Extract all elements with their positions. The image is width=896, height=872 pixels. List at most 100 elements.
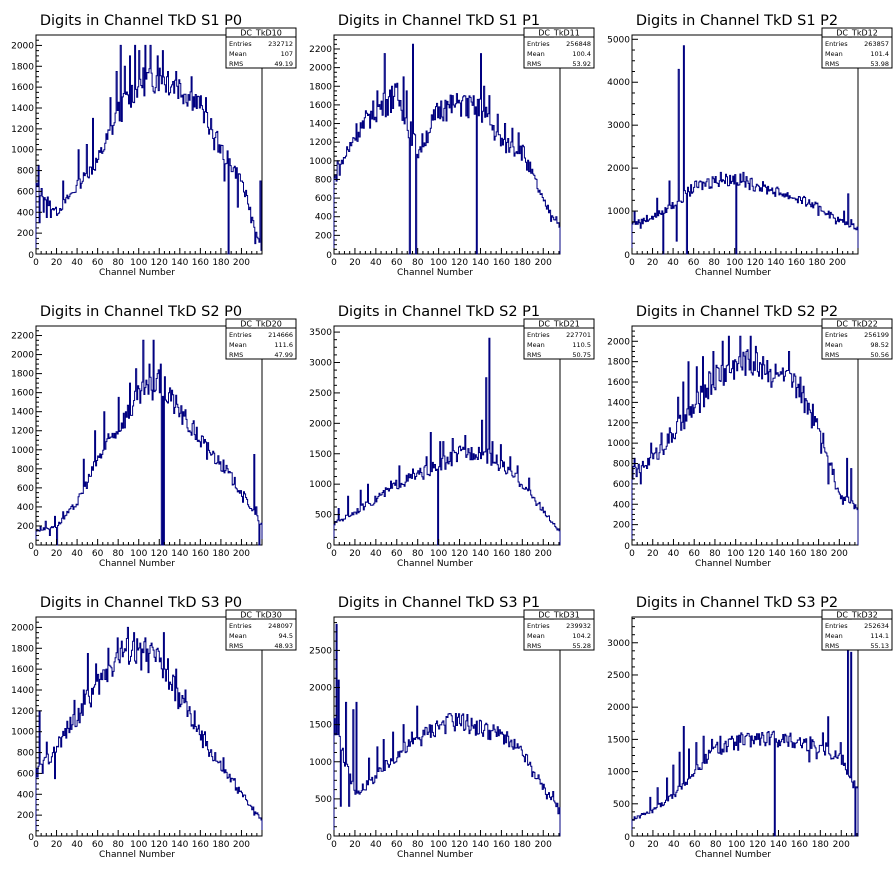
stats-label-entries: Entries (825, 622, 848, 630)
x-tick-label: 40 (71, 258, 83, 268)
x-tick-label: 100 (430, 549, 447, 559)
stats-value-entries: 263857 (864, 40, 889, 48)
stats-label-mean: Mean (527, 632, 545, 640)
x-tick-label: 160 (788, 258, 805, 268)
x-tick-label: 200 (233, 549, 250, 559)
y-tick-label: 1600 (11, 83, 34, 93)
x-tick-label: 120 (748, 549, 765, 559)
y-tick-label: 1000 (11, 146, 34, 156)
stats-value-rms: 50.56 (870, 351, 889, 359)
y-tick-label: 400 (17, 503, 34, 513)
x-tick-label: 200 (829, 258, 846, 268)
stats-label-rms: RMS (527, 642, 541, 650)
x-tick-label: 100 (130, 840, 147, 850)
x-tick-label: 120 (451, 840, 468, 850)
x-tick-label: 160 (493, 258, 510, 268)
stats-value-mean: 111.6 (274, 341, 293, 349)
x-tick-label: 120 (747, 258, 764, 268)
x-tick-label: 0 (629, 258, 635, 268)
plot-frame (631, 616, 859, 837)
histogram-panel: Digits in Channel TkD S2 P2 0 20 40 60 80 100 1… (607, 304, 893, 569)
stats-label-entries: Entries (527, 40, 550, 48)
histogram-panel: Digits in Channel TkD S3 P2 0 20 40 60 80 100 1… (607, 595, 893, 860)
stats-name: DC_TkD20 (240, 320, 282, 329)
stats-box (225, 318, 297, 360)
stats-value-mean: 114.1 (870, 632, 889, 640)
histogram-panel: Digits in Channel TkD S1 P0 0 20 40 60 80 100 1… (11, 13, 297, 278)
stats-label-entries: Entries (825, 40, 848, 48)
stats-value-mean: 94.5 (279, 632, 293, 640)
y-tick-label: 2200 (11, 332, 34, 342)
x-tick-label: 60 (391, 840, 403, 850)
x-tick-label: 200 (535, 549, 552, 559)
y-tick-label: 1000 (11, 446, 34, 456)
x-tick-label: 0 (331, 258, 337, 268)
y-tick-label: 2000 (309, 684, 332, 694)
y-tick-label: 200 (17, 229, 34, 239)
y-tick-label: 2000 (607, 337, 630, 347)
histogram-panel: Digits in Channel TkD S1 P1 0 20 40 60 80 100 1… (309, 13, 595, 278)
y-tick-label: 2500 (309, 646, 332, 656)
stats-value-entries: 232712 (268, 40, 293, 48)
x-tick-label: 180 (212, 840, 229, 850)
chart-title: Digits in Channel TkD S3 P1 (338, 595, 540, 611)
histogram-panel: Digits in Channel TkD S2 P0 0 20 40 60 80 100 1… (11, 304, 297, 569)
y-tick-label: 5000 (607, 35, 630, 45)
stats-value-rms: 55.28 (572, 642, 591, 650)
histogram-line (631, 642, 859, 837)
stats-value-rms: 47.99 (274, 351, 293, 359)
stats-label-entries: Entries (229, 331, 252, 339)
y-tick-label: 600 (17, 187, 34, 197)
x-tick-label: 140 (769, 549, 786, 559)
stats-label-rms: RMS (825, 60, 839, 68)
chart-title: Digits in Channel TkD S1 P1 (338, 13, 540, 29)
y-tick-label: 1200 (11, 427, 34, 437)
x-tick-label: 40 (370, 258, 382, 268)
stats-value-entries: 248097 (268, 622, 293, 630)
y-tick-label: 3000 (309, 359, 332, 369)
y-tick-label: 1800 (309, 82, 332, 92)
y-tick-label: 1600 (309, 101, 332, 111)
stats-label-entries: Entries (229, 622, 252, 630)
x-tick-label: 140 (171, 840, 188, 850)
stats-name: DC_TkD21 (538, 320, 580, 329)
x-tick-label: 140 (171, 549, 188, 559)
x-axis-label: Channel Number (99, 559, 175, 569)
x-tick-label: 0 (331, 840, 337, 850)
x-tick-label: 80 (112, 258, 124, 268)
y-tick-label: 2000 (11, 623, 34, 633)
x-axis-label: Channel Number (397, 559, 473, 569)
x-tick-label: 20 (349, 549, 361, 559)
histogram-line (631, 45, 859, 255)
x-tick-label: 160 (192, 258, 209, 268)
x-tick-label: 40 (370, 549, 382, 559)
x-tick-label: 0 (629, 549, 635, 559)
y-tick-label: 1800 (11, 62, 34, 72)
x-tick-label: 120 (749, 840, 766, 850)
x-tick-label: 140 (171, 258, 188, 268)
x-tick-label: 140 (770, 840, 787, 850)
histogram-line (333, 337, 561, 546)
x-tick-label: 0 (629, 840, 635, 850)
x-tick-label: 40 (71, 840, 83, 850)
stats-value-entries: 227701 (566, 331, 591, 339)
y-tick-label: 0 (326, 833, 332, 843)
stats-box (225, 609, 297, 651)
x-tick-label: 160 (791, 840, 808, 850)
x-tick-label: 100 (726, 258, 743, 268)
stats-value-mean: 110.5 (572, 341, 591, 349)
y-tick-label: 0 (28, 542, 34, 552)
y-tick-label: 1000 (309, 480, 332, 490)
stats-box (821, 318, 893, 360)
y-tick-label: 1600 (11, 389, 34, 399)
y-tick-label: 400 (613, 500, 630, 510)
x-tick-label: 60 (688, 258, 700, 268)
chart-title: Digits in Channel TkD S2 P0 (40, 304, 242, 320)
plot-frame (333, 325, 561, 546)
x-tick-label: 20 (51, 840, 63, 850)
stats-value-entries: 256848 (566, 40, 591, 48)
x-tick-label: 20 (647, 840, 659, 850)
stats-label-mean: Mean (229, 50, 247, 58)
stats-label-entries: Entries (229, 40, 252, 48)
x-tick-label: 80 (112, 840, 124, 850)
